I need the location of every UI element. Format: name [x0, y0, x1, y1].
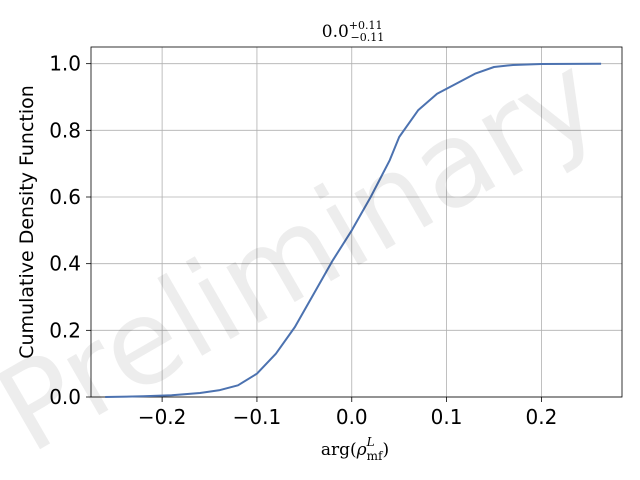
xlabel-prefix: arg(: [321, 440, 357, 460]
axis-ticks: −0.2 −0.1 0.0 0.1 0.2 0.0 0.2 0.4 0.6 0.8 1.0: [49, 52, 557, 429]
plot-area: [90, 46, 623, 398]
x-tick-label: 0.1: [431, 405, 463, 429]
xlabel-sub: mf: [367, 449, 384, 463]
title-sub: −0.11: [351, 31, 385, 44]
y-tick-label: 0.0: [49, 385, 81, 409]
x-tick-label: −0.2: [138, 405, 187, 429]
x-tick-label: 0.0: [336, 405, 368, 429]
x-axis-label: arg(ρL mf): [321, 435, 389, 463]
title-base: 0.0: [322, 22, 349, 42]
y-tick-label: 0.2: [49, 318, 81, 342]
x-tick-label: −0.1: [233, 405, 282, 429]
cdf-line: [105, 62, 602, 398]
data-series: [105, 62, 602, 398]
y-tick-label: 0.8: [49, 118, 81, 142]
xlabel-symbol: ρ: [356, 440, 367, 460]
y-tick-label: 1.0: [49, 52, 81, 76]
x-tick-label: 0.2: [525, 405, 557, 429]
chart-title: 0.0+0.11 −0.11: [322, 19, 384, 44]
xlabel-suffix: ): [382, 440, 389, 460]
xlabel-sup: L: [366, 435, 375, 449]
y-axis-label: Cumulative Density Function: [16, 85, 38, 359]
title-sup: +0.11: [349, 19, 383, 32]
y-tick-label: 0.6: [49, 185, 81, 209]
y-tick-label: 0.4: [49, 252, 81, 276]
